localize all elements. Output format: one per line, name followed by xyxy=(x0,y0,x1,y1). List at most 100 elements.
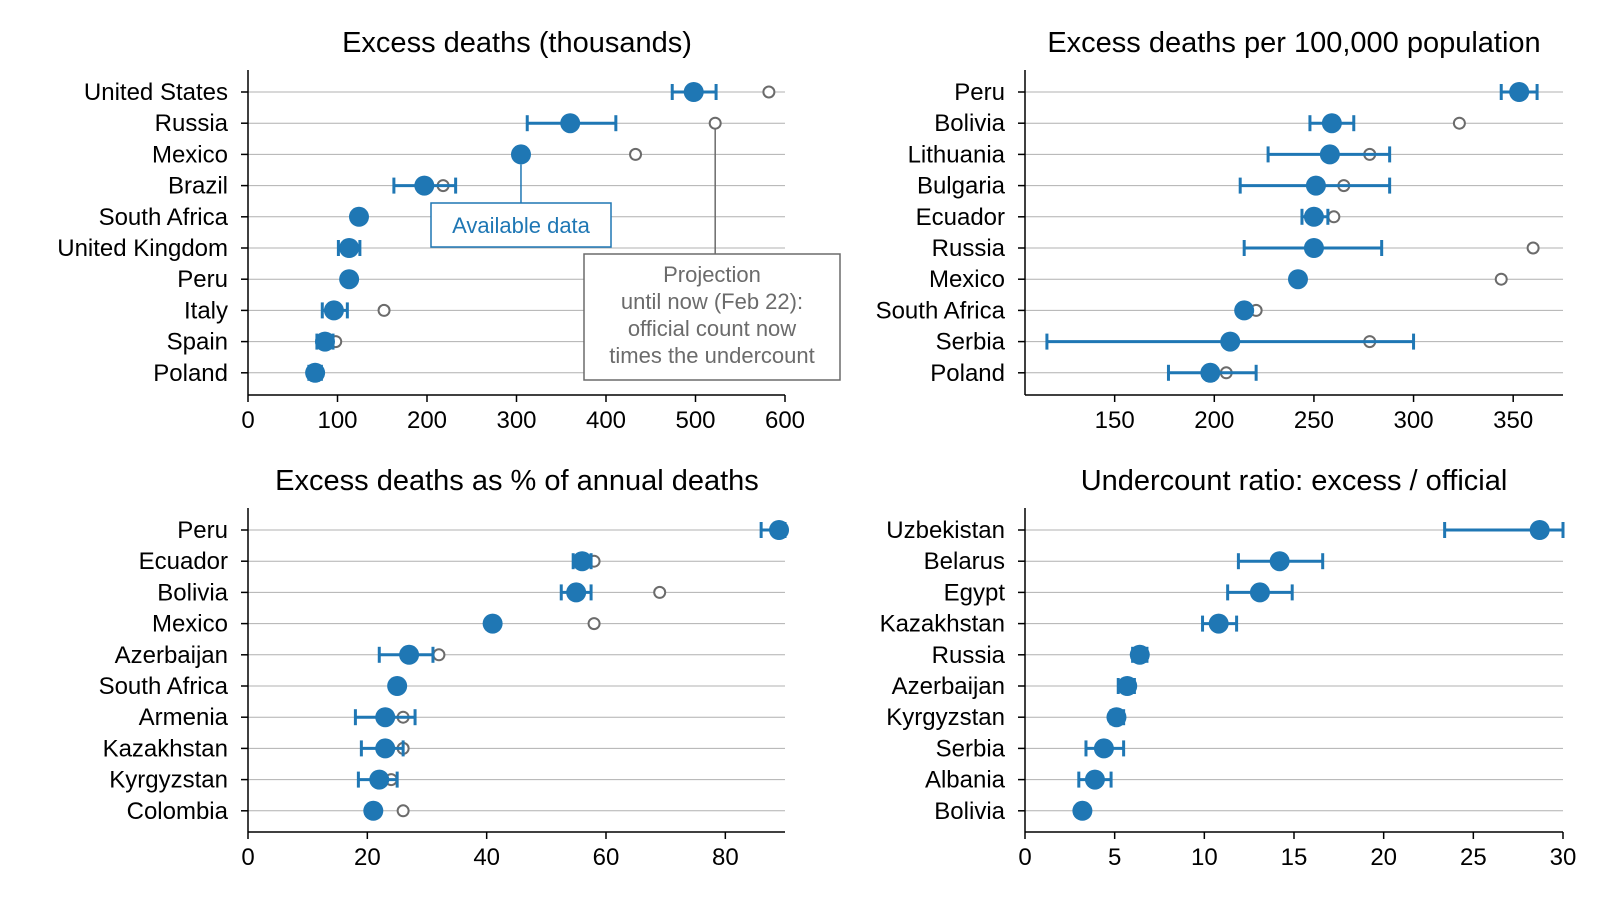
projection-point xyxy=(432,648,446,662)
category-label: Bolivia xyxy=(934,110,1005,137)
category-label: Ecuador xyxy=(916,204,1005,231)
data-point xyxy=(305,362,326,383)
projection-point xyxy=(1526,241,1540,255)
x-tick-label: 300 xyxy=(1394,407,1434,434)
x-tick-label: 200 xyxy=(407,407,447,434)
x-tick-label: 80 xyxy=(712,844,739,871)
data-point xyxy=(1319,144,1340,165)
category-label: South Africa xyxy=(876,297,1006,324)
data-point xyxy=(1321,113,1342,134)
data-point xyxy=(1303,206,1324,227)
chart-title: Excess deaths as % of annual deaths xyxy=(275,465,759,497)
category-label: Poland xyxy=(930,360,1005,387)
category-label: South Africa xyxy=(99,204,229,231)
projection-point xyxy=(396,804,410,818)
data-point xyxy=(1093,738,1114,759)
data-point xyxy=(560,113,581,134)
data-point xyxy=(1269,551,1290,572)
x-tick-label: 300 xyxy=(496,407,536,434)
x-tick-label: 200 xyxy=(1194,407,1234,434)
chart-panel-3: Excess deaths as % of annual deaths Peru E… xyxy=(99,465,790,871)
category-label: Belarus xyxy=(924,548,1005,575)
category-label: Russia xyxy=(932,235,1006,262)
data-point xyxy=(399,644,420,665)
chart-title: Excess deaths per 100,000 population xyxy=(1047,27,1540,59)
projection-callout-box xyxy=(583,253,841,381)
category-label: Italy xyxy=(184,297,228,324)
data-point xyxy=(769,520,790,540)
projection-callout-text: official count now xyxy=(628,316,796,341)
data-point xyxy=(1220,331,1241,352)
projection-point xyxy=(653,585,667,599)
data-point xyxy=(348,206,369,227)
category-label: Azerbaijan xyxy=(115,642,228,669)
data-point xyxy=(572,551,593,572)
x-tick-label: 20 xyxy=(1370,844,1397,871)
category-label: Bulgaria xyxy=(917,173,1006,200)
data-point xyxy=(683,82,704,102)
category-label: Serbia xyxy=(936,329,1006,356)
x-tick-label: 350 xyxy=(1493,407,1533,434)
data-point xyxy=(1529,520,1550,540)
data-point xyxy=(375,738,396,759)
category-label: Russia xyxy=(155,110,229,137)
x-tick-label: 25 xyxy=(1460,844,1487,871)
data-point xyxy=(323,300,344,321)
category-label: Spain xyxy=(167,329,228,356)
data-point xyxy=(339,238,360,258)
data-point xyxy=(414,175,435,196)
category-label: Mexico xyxy=(152,611,228,638)
projection-callout-text: Projection xyxy=(663,262,761,287)
data-point xyxy=(1509,82,1530,102)
data-point xyxy=(1129,644,1150,665)
data-point xyxy=(1303,238,1324,258)
data-point xyxy=(387,676,408,696)
category-label: Mexico xyxy=(929,266,1005,293)
projection-point xyxy=(377,303,391,317)
projection-point xyxy=(708,116,722,130)
x-tick-label: 400 xyxy=(586,407,626,434)
x-tick-label: 250 xyxy=(1294,407,1334,434)
category-label: United States xyxy=(84,79,228,106)
data-point xyxy=(1117,676,1138,696)
category-label: Albania xyxy=(925,767,1006,794)
chart-title: Undercount ratio: excess / official xyxy=(1081,465,1508,497)
category-label: United Kingdom xyxy=(57,235,228,262)
data-point xyxy=(375,707,396,728)
category-label: Peru xyxy=(954,79,1005,106)
projection-point xyxy=(587,617,601,631)
x-tick-label: 500 xyxy=(675,407,715,434)
x-tick-label: 0 xyxy=(1018,844,1031,871)
x-tick-label: 60 xyxy=(593,844,620,871)
available-callout-text: Available data xyxy=(452,213,591,238)
category-label: Serbia xyxy=(936,735,1006,762)
x-tick-label: 40 xyxy=(473,844,500,871)
data-point xyxy=(1287,269,1308,290)
category-label: South Africa xyxy=(99,673,229,700)
category-label: Mexico xyxy=(152,141,228,168)
category-label: Colombia xyxy=(127,798,229,825)
projection-point xyxy=(1327,210,1341,224)
data-point xyxy=(1305,175,1326,196)
projection-callout-text: times the undercount xyxy=(609,343,814,368)
data-point xyxy=(314,331,335,352)
x-tick-label: 30 xyxy=(1550,844,1577,871)
available-callout-box xyxy=(430,202,612,248)
category-label: Uzbekistan xyxy=(886,517,1005,544)
category-label: Kazakhstan xyxy=(880,611,1005,638)
data-point xyxy=(369,769,390,790)
category-label: Azerbaijan xyxy=(892,673,1005,700)
data-point xyxy=(1072,800,1093,821)
category-label: Bolivia xyxy=(934,798,1005,825)
category-label: Egypt xyxy=(944,579,1006,606)
category-label: Kazakhstan xyxy=(103,735,228,762)
x-tick-label: 0 xyxy=(241,844,254,871)
data-point xyxy=(566,582,587,603)
x-tick-label: 150 xyxy=(1095,407,1135,434)
category-label: Russia xyxy=(932,642,1006,669)
category-label: Peru xyxy=(177,266,228,293)
chart-panel-2: Excess deaths per 100,000 population Peru… xyxy=(876,27,1563,434)
category-label: Brazil xyxy=(168,173,228,200)
